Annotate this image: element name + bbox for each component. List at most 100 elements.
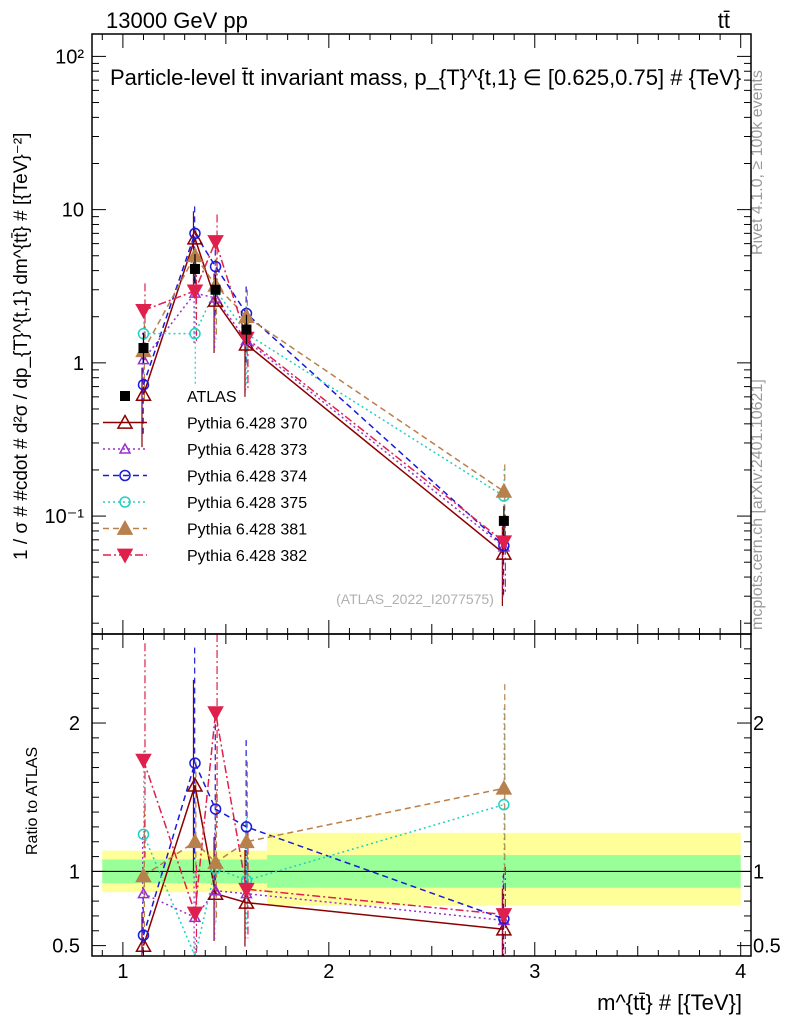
ratio-data-point — [238, 894, 255, 909]
ratio-series-markers — [135, 706, 513, 952]
legend-marker-atlas — [120, 391, 130, 401]
ratio-y-tick-label: 1 — [69, 861, 80, 883]
ratio-data-point — [238, 882, 255, 898]
ratio-data-point — [240, 821, 253, 833]
ratio-panel: 0.5 0.5 1 1 2 2 1 2 3 4 Ratio to ATLAS m^{tt̄} #… — [24, 633, 781, 1015]
legend-entry: Pythia 6.428 381 — [103, 519, 307, 539]
ratio-data-point — [137, 929, 150, 941]
main-y-tick-label: 10² — [55, 46, 84, 68]
reference-data-point — [498, 515, 509, 526]
ratio-data-point — [189, 757, 201, 769]
ratio-data-point — [186, 776, 204, 792]
ratio-y-tick-label: 0.5 — [52, 936, 80, 958]
reference-data-point — [241, 324, 252, 335]
ratio-y-tick-label-right: 2 — [753, 713, 764, 735]
main-data-point — [189, 227, 201, 240]
rivet-label: Rivet 4.1.0, ≥ 100k events — [749, 70, 766, 255]
reference-data-point — [138, 343, 149, 354]
main-data-point — [495, 482, 513, 498]
x-tick-label: 4 — [735, 961, 746, 983]
main-y-tick-label: 1 — [73, 353, 84, 375]
ratio-series-line — [142, 760, 505, 936]
main-data-point — [207, 235, 224, 250]
legend-label: Pythia 6.428 373 — [187, 442, 307, 459]
main-data-point — [238, 335, 255, 351]
ratio-data-point — [498, 798, 510, 811]
x-tick-label: 2 — [323, 961, 334, 983]
ratio-y-tick-labels: 0.5 0.5 1 1 2 2 — [52, 713, 781, 958]
main-series-line — [142, 231, 505, 547]
legend-label: Pythia 6.428 375 — [187, 495, 307, 512]
chart-title: Particle-level t̄t invariant mass, p_{T}… — [110, 65, 741, 90]
x-tick-labels: 1 2 3 4 — [117, 961, 746, 983]
legend-entry: Pythia 6.428 375 — [103, 495, 307, 512]
ratio-series-line — [142, 712, 504, 916]
ratio-data-point — [495, 779, 513, 795]
ratio-y-axis-label: Ratio to ATLAS — [24, 747, 41, 855]
legend-label: Pythia 6.428 381 — [187, 522, 307, 539]
main-data-point — [137, 378, 150, 391]
legend-entry: Pythia 6.428 382 — [103, 548, 307, 565]
x-axis-label: m^{tt̄} # [{TeV}] — [597, 990, 742, 1015]
ratio-data-point — [207, 706, 224, 722]
main-data-point — [209, 260, 222, 273]
ratio-y-tick-label-right: 1 — [753, 861, 764, 883]
main-data-point — [135, 304, 152, 319]
reference-data-point — [210, 284, 221, 295]
ratio-data-point — [137, 828, 150, 841]
ratio-data-point — [209, 884, 222, 896]
main-y-tick-labels: 10⁻¹ 1 10 10² — [45, 46, 85, 528]
ratio-data-point — [495, 908, 513, 923]
main-reference-points — [138, 254, 509, 536]
main-data-point — [495, 535, 513, 551]
ratio-data-point — [135, 867, 152, 883]
ratio-plot-frame — [91, 633, 752, 957]
legend-marker — [116, 413, 134, 429]
x-tick-label: 3 — [529, 961, 540, 983]
legend-label: Pythia 6.428 374 — [187, 469, 307, 486]
analysis-watermark: (ATLAS_2022_I2077575) — [336, 591, 494, 607]
source-label: mcplots.cern.ch [arXiv:2401.10621] — [749, 379, 766, 630]
main-data-point — [186, 284, 204, 300]
ratio-series-line — [143, 889, 504, 922]
ratio-data-point — [207, 853, 224, 869]
ratio-data-point — [186, 833, 204, 849]
legend-marker — [119, 469, 131, 482]
ratio-axis-ticks — [92, 634, 751, 956]
legend-entry: Pythia 6.428 374 — [103, 469, 307, 486]
legend-label: Pythia 6.428 370 — [187, 416, 307, 433]
x-tick-label: 1 — [117, 961, 128, 983]
legend-label-atlas: ATLAS — [187, 389, 237, 406]
main-axis-ticks — [92, 34, 751, 634]
legend-entry: Pythia 6.428 370 — [103, 413, 307, 433]
legend-label: Pythia 6.428 382 — [187, 548, 307, 565]
legend-marker — [119, 496, 131, 508]
energy-label: 13000 GeV pp — [106, 8, 248, 33]
legend-entry: Pythia 6.428 373 — [103, 442, 307, 459]
process-label: tt̄ — [718, 8, 730, 33]
main-y-tick-label: 10⁻¹ — [45, 506, 85, 528]
main-data-point — [137, 353, 150, 365]
reference-data-point — [189, 263, 200, 274]
legend: ATLAS Pythia 6.428 370 Pythia 6.428 373 Pyt… — [103, 389, 307, 565]
ratio-y-tick-label: 2 — [69, 713, 80, 735]
legend-marker — [116, 519, 134, 535]
main-y-tick-label: 10 — [62, 200, 84, 222]
main-data-point — [135, 386, 152, 402]
main-plot-frame — [91, 33, 752, 635]
legend-entry-atlas: ATLAS — [120, 389, 237, 406]
ratio-y-tick-label-right: 0.5 — [753, 936, 781, 958]
ratio-series-line — [142, 785, 504, 946]
legend-marker — [118, 442, 132, 454]
ratio-data-point — [209, 803, 222, 815]
main-data-point — [189, 327, 201, 340]
ratio-data-point — [137, 887, 150, 899]
ratio-data-point — [495, 920, 513, 936]
main-data-point — [495, 544, 513, 560]
ratio-data-point — [238, 833, 255, 849]
ratio-data-point — [135, 753, 152, 769]
main-panel: 10⁻¹ 1 10 10² Particle-level t̄t invariant … — [11, 33, 752, 635]
ratio-data-point — [186, 906, 204, 922]
legend-marker — [116, 548, 134, 564]
